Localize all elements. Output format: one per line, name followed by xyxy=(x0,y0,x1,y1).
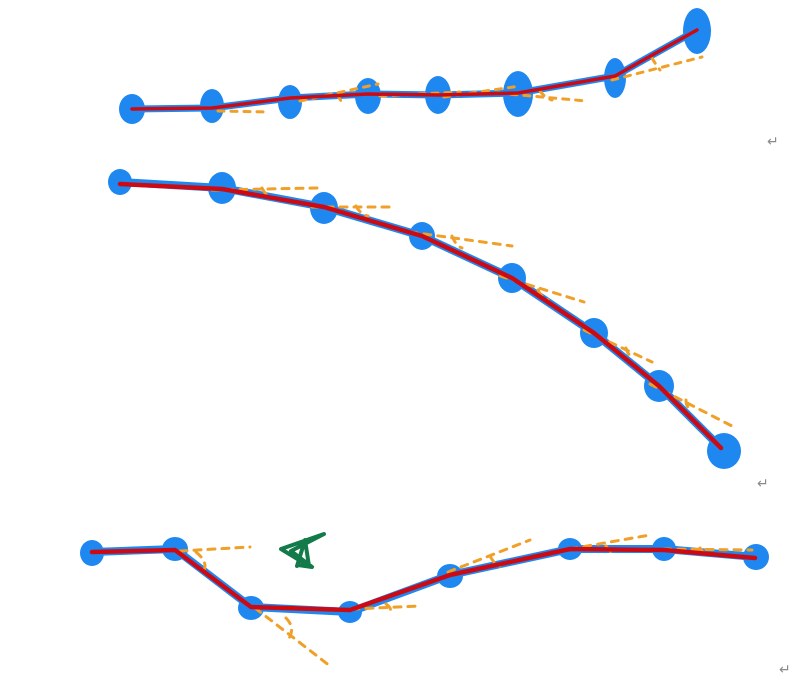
control-point[interactable] xyxy=(200,89,224,123)
paragraph-mark: ↵ xyxy=(779,662,791,678)
star-icon xyxy=(279,532,326,569)
red-path xyxy=(130,28,699,111)
red-path xyxy=(117,181,724,451)
blue-path xyxy=(88,545,760,616)
stroke-bottom xyxy=(80,533,769,668)
stroke-top xyxy=(119,8,711,124)
control-point[interactable] xyxy=(278,85,302,119)
stroke-middle xyxy=(108,169,741,469)
paragraph-mark: ↵ xyxy=(767,134,779,150)
paragraph-mark: ↵ xyxy=(757,476,769,492)
blue-control-points xyxy=(108,169,741,469)
red-path xyxy=(89,546,758,613)
control-point[interactable] xyxy=(355,78,381,114)
